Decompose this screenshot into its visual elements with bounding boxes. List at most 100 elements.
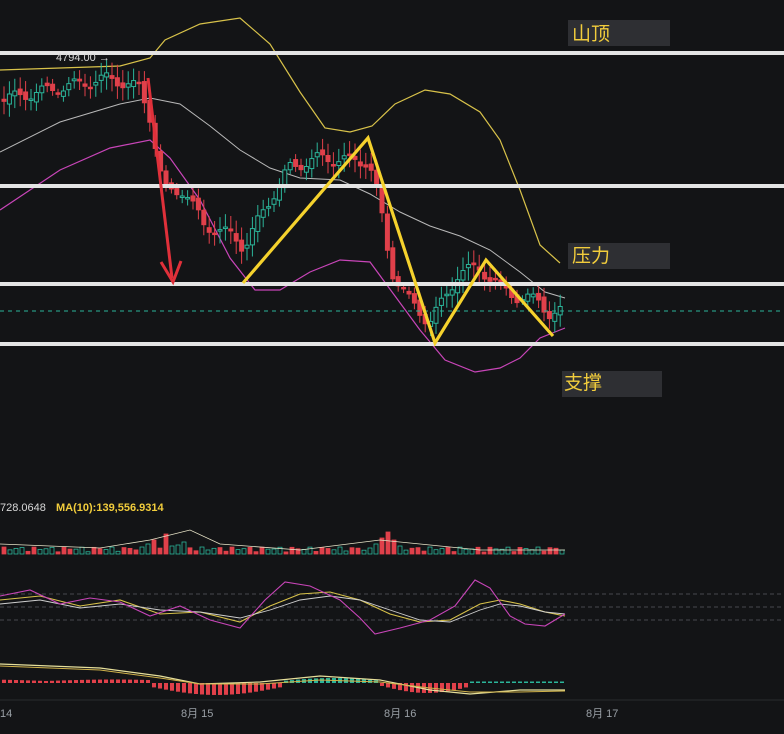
candle [93, 70, 99, 97]
macd-bar [422, 683, 426, 693]
macd-bar [488, 681, 492, 683]
candle [433, 296, 439, 334]
volume-bar [55, 551, 61, 555]
volume-bar [505, 546, 511, 555]
candle-body [314, 152, 320, 158]
macd-bar [80, 679, 84, 683]
candle [77, 70, 83, 91]
candle [536, 285, 542, 309]
oscillator-panel [0, 579, 784, 635]
volume-bar [97, 548, 103, 555]
volume-bar [343, 550, 349, 555]
zone-label-box-top [568, 20, 670, 46]
macd-bar [152, 683, 156, 688]
macd-bar [278, 683, 282, 688]
candle [541, 287, 547, 322]
macd-bar [470, 681, 474, 683]
macd-bar [272, 683, 276, 689]
macd-bar [146, 679, 150, 683]
candle [82, 73, 88, 97]
volume-bar [91, 546, 97, 555]
candle-body [368, 163, 374, 171]
candle [244, 232, 250, 261]
volume-bar [127, 547, 133, 555]
x-tick-aug15: 8月 15 [181, 708, 213, 720]
macd-bar [224, 683, 228, 695]
macd-bar [530, 681, 534, 683]
volume-bar [487, 546, 493, 555]
candle [249, 216, 255, 257]
candle [12, 78, 18, 109]
volume-bar [391, 539, 397, 555]
volume-bar [211, 547, 217, 555]
zone-label-box-support [562, 371, 662, 397]
candle-body [379, 187, 385, 214]
volume-bar [121, 547, 127, 555]
candle-body [39, 85, 45, 94]
macd-bar [506, 681, 510, 683]
macd-bar [236, 683, 240, 694]
macd-bar [218, 683, 222, 695]
macd-bar [212, 683, 216, 695]
macd-bar [50, 680, 54, 683]
macd-bar [458, 683, 462, 689]
candle [444, 282, 450, 308]
macd-bar [44, 680, 48, 683]
volume-bar [7, 549, 13, 555]
volume-bar [175, 544, 181, 555]
candle [406, 286, 412, 299]
candle-body [174, 187, 180, 196]
x-tick-14: 14 [0, 708, 12, 720]
candle-body [66, 83, 72, 91]
macd-bar [242, 683, 246, 694]
macd-bar [158, 683, 162, 689]
candle-body [530, 293, 536, 298]
candle-body [390, 247, 396, 280]
candle-body [487, 277, 493, 282]
volume-bar [253, 551, 259, 555]
candle-body [82, 83, 88, 87]
candle [266, 197, 272, 217]
volume-bar [265, 548, 271, 555]
candle-body [455, 279, 461, 294]
volume-bar [409, 547, 415, 555]
candle [255, 205, 261, 243]
osc-line-d [0, 591, 566, 623]
macd-bar [68, 680, 72, 683]
candle-body [341, 155, 347, 160]
macd-bar [86, 679, 90, 683]
macd-bar [320, 678, 324, 683]
macd-bar [260, 683, 264, 691]
macd-bar [452, 683, 456, 691]
candle [352, 143, 358, 173]
macd-bar [134, 679, 138, 683]
macd-bar [26, 680, 30, 683]
down-arrow [146, 77, 183, 286]
volume-bar [349, 547, 355, 555]
candle [185, 190, 191, 206]
candle [390, 240, 396, 286]
macd-bar [476, 681, 480, 683]
candle-body [552, 312, 558, 322]
candle [23, 81, 29, 111]
macd-bar [38, 680, 42, 683]
macd-bar [230, 683, 234, 695]
macd-bar [446, 683, 450, 692]
candle [233, 220, 239, 254]
volume-bar [397, 545, 403, 555]
candle [17, 77, 23, 107]
volume-bar [31, 546, 37, 555]
candle [125, 71, 131, 100]
candle-body [23, 91, 29, 100]
macd-bar [56, 680, 60, 683]
candle-body [217, 229, 223, 232]
volume-bar [139, 546, 145, 555]
candle [71, 71, 77, 89]
macd-bar [164, 683, 168, 690]
volume-bar [85, 551, 91, 555]
candle-body [449, 289, 455, 296]
zone-label-box-resistance [568, 243, 670, 269]
volume-bar [475, 546, 481, 555]
candle-body [60, 90, 66, 97]
